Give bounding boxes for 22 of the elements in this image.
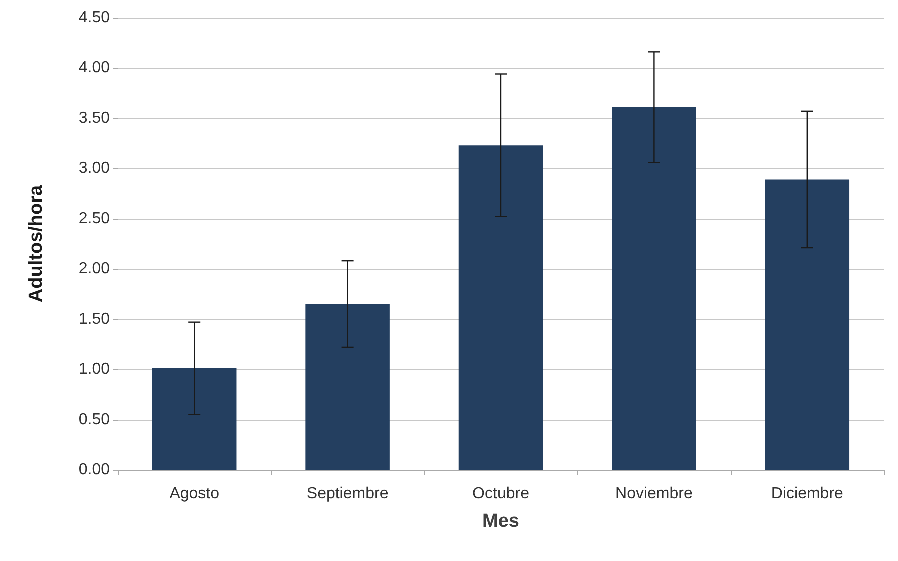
y-tick-label: 3.00 — [78, 160, 110, 178]
x-tick-label: Septiembre — [306, 486, 389, 502]
bar — [152, 368, 237, 470]
y-tick-label: 2.50 — [78, 210, 110, 228]
bar — [612, 107, 696, 470]
y-tick-label: 4.50 — [78, 10, 110, 26]
x-tick-label: Octubre — [472, 486, 530, 502]
y-tick-label: 0.50 — [78, 411, 110, 428]
x-tick-label: Noviembre — [616, 486, 693, 502]
y-tick-label: 0.00 — [78, 462, 110, 478]
bar — [458, 146, 544, 470]
y-axis-title: Adultos/hora — [26, 184, 47, 303]
bar — [306, 304, 390, 470]
x-tick-label: Agosto — [170, 486, 220, 502]
x-axis-title: Mes — [482, 511, 520, 532]
y-tick-label: 4.00 — [78, 60, 110, 77]
y-tick-label: 3.50 — [78, 110, 110, 127]
x-tick-label: Diciembre — [771, 486, 844, 502]
y-tick-label: 1.50 — [78, 310, 110, 328]
bar — [765, 180, 850, 470]
y-tick-label: 2.00 — [78, 260, 110, 278]
y-tick-label: 1.00 — [78, 361, 110, 378]
